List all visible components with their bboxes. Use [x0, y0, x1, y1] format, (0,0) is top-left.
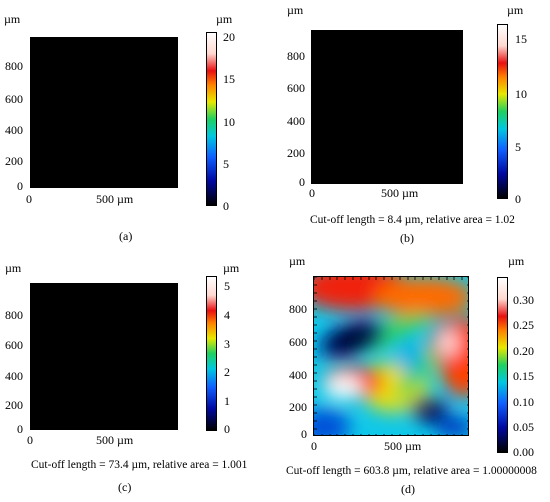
x-tick-c-0: 0: [27, 433, 33, 447]
y-tick-c-400: 400: [5, 369, 23, 383]
y-tick-a-400: 400: [5, 123, 23, 137]
heatmap-svg-a: [31, 38, 177, 187]
y-tick-c-200: 200: [5, 398, 23, 412]
heatmap-surface-a: [31, 38, 177, 187]
cbar-tick-c-1: 1: [224, 394, 230, 408]
colorbar-a: [206, 32, 217, 206]
cbar-tick-a-20: 20: [223, 30, 235, 44]
panel-label-d: (d): [401, 482, 415, 496]
y-tick-c-800: 800: [5, 308, 23, 322]
y-tick-c-0: 0: [17, 422, 23, 436]
scalebar-b: [425, 176, 455, 179]
height-map-c: [30, 283, 178, 430]
cbar-tick-b-10: 10: [515, 87, 527, 101]
scalebar-c: [140, 420, 170, 423]
y-tick-b-600: 600: [287, 81, 305, 95]
cbar-tick-d-005: 0.05: [513, 420, 534, 434]
cbar-tick-c-0: 0: [224, 422, 230, 436]
panel-label-b: (b): [400, 231, 414, 245]
x-tick-d-500: 500 µm: [384, 439, 422, 453]
heatmap-svg-d: [314, 277, 468, 435]
cbar-tick-a-5: 5: [223, 157, 229, 171]
x-tick-c-500: 500 µm: [96, 433, 134, 447]
colorbar-unit-label: µm: [223, 261, 240, 275]
heatmap-svg-b: [312, 31, 462, 183]
cbar-tick-d-015: 0.15: [513, 369, 534, 383]
y-tick-b-200: 200: [287, 146, 305, 160]
cbar-tick-c-3: 3: [224, 337, 230, 351]
cbar-tick-a-10: 10: [223, 115, 235, 129]
y-tick-d-200: 200: [289, 400, 307, 414]
y-tick-a-0: 0: [17, 179, 23, 193]
y-unit-label: µm: [4, 12, 21, 26]
caption-c: Cut-off length = 73.4 µm, relative area …: [31, 459, 248, 471]
y-unit-label: µm: [287, 3, 304, 17]
x-tick-a-500: 500 µm: [96, 192, 134, 206]
colorbar-unit-label: µm: [216, 12, 233, 26]
colorbar-b: [497, 24, 508, 199]
cbar-tick-b-0: 0: [515, 192, 521, 206]
cbar-tick-b-15: 15: [515, 32, 527, 46]
y-tick-b-0: 0: [299, 175, 305, 189]
cbar-tick-d-000: 0.00: [513, 445, 534, 459]
colorbar-c: [206, 276, 217, 431]
heatmap-svg-c: [31, 284, 177, 429]
caption-d: Cut-off length = 603.8 µm, relative area…: [286, 465, 537, 477]
height-map-d: [313, 276, 469, 436]
y-unit-label: µm: [289, 254, 306, 268]
y-tick-a-800: 800: [5, 59, 23, 73]
y-unit-label: µm: [5, 261, 22, 275]
colorbar-unit-label: µm: [507, 3, 524, 17]
scalebar-label-c: 250 µm: [133, 407, 171, 421]
cbar-tick-b-5: 5: [515, 140, 521, 154]
y-tick-d-600: 600: [289, 335, 307, 349]
y-tick-c-600: 600: [5, 338, 23, 352]
cbar-tick-c-5: 5: [224, 279, 230, 293]
scalebar-label-b: 250 µm: [418, 159, 456, 173]
y-tick-a-600: 600: [5, 92, 23, 106]
x-tick-d-0: 0: [311, 439, 317, 453]
scalebar-a: [140, 180, 170, 183]
y-tick-b-400: 400: [287, 114, 305, 128]
cbar-tick-c-4: 4: [224, 308, 230, 322]
heatmap-surface-c: [31, 284, 177, 429]
y-tick-d-400: 400: [289, 368, 307, 382]
cbar-tick-d-010: 0.10: [513, 395, 534, 409]
cbar-tick-d-025: 0.25: [513, 318, 534, 332]
x-tick-b-500: 500 µm: [381, 186, 419, 200]
y-tick-d-800: 800: [289, 302, 307, 316]
panel-label-a: (a): [119, 229, 133, 243]
caption-b: Cut-off length = 8.4 µm, relative area =…: [310, 214, 515, 226]
colorbar-unit-label: µm: [508, 254, 525, 268]
height-map-b: [311, 30, 463, 184]
cbar-tick-a-0: 0: [223, 199, 229, 213]
y-tick-d-0: 0: [301, 427, 307, 441]
colorbar-d: [497, 277, 508, 453]
x-tick-a-0: 0: [26, 192, 32, 206]
height-map-a: [30, 37, 178, 188]
cbar-tick-a-15: 15: [223, 72, 235, 86]
cbar-tick-c-2: 2: [224, 365, 230, 379]
cbar-tick-d-030: 0.30: [513, 293, 534, 307]
panel-label-c: (c): [118, 480, 132, 494]
x-tick-b-0: 0: [309, 186, 315, 200]
scalebar-label-a: 250 µm: [129, 164, 167, 178]
y-tick-b-800: 800: [287, 49, 305, 63]
cbar-tick-d-020: 0.20: [513, 344, 534, 358]
heatmap-surface-b: [312, 31, 462, 183]
y-tick-a-200: 200: [5, 154, 23, 168]
